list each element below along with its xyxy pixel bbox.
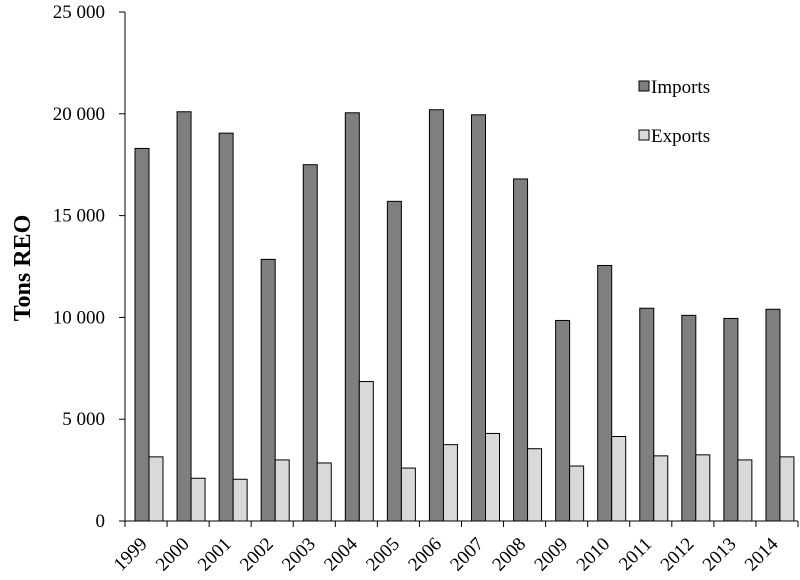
- bar-imports-2012: [681, 314, 697, 522]
- bar-imports-2007: [471, 114, 486, 522]
- legend-swatch-imports: [638, 80, 650, 92]
- bar-exports-1999: [148, 456, 164, 522]
- x-tick-label: 2012: [657, 534, 699, 576]
- bar-exports-2006: [442, 444, 458, 522]
- x-tick-label: 2001: [194, 534, 236, 576]
- x-tick-label: 2003: [278, 534, 320, 576]
- bar-exports-2002: [274, 459, 290, 522]
- y-tick-label: 15 000: [53, 206, 105, 227]
- bar-exports-2001: [232, 478, 248, 522]
- y-tick-label: 0: [96, 511, 106, 532]
- x-tick-label: 1999: [110, 534, 152, 576]
- bar-exports-2012: [695, 454, 711, 522]
- bar-exports-2004: [358, 381, 374, 522]
- bar-imports-2000: [176, 111, 192, 522]
- bar-exports-2008: [527, 448, 543, 522]
- y-tick-label: 10 000: [53, 307, 105, 328]
- bar-exports-2013: [737, 459, 753, 522]
- bar-exports-2014: [779, 456, 795, 522]
- x-tick-label: 2009: [530, 534, 572, 576]
- bar-imports-2013: [723, 317, 739, 522]
- bars: [134, 109, 795, 522]
- bar-imports-2014: [765, 308, 781, 522]
- legend: Imports Exports: [638, 77, 710, 147]
- x-tick-label: 2000: [152, 534, 194, 576]
- bar-imports-2003: [302, 164, 318, 522]
- x-tick-label: 2008: [488, 534, 530, 576]
- y-tick-label: 25 000: [53, 2, 105, 23]
- bar-exports-2009: [569, 465, 585, 522]
- bar-exports-2007: [485, 432, 500, 522]
- bar-imports-2006: [428, 109, 444, 522]
- bar-imports-2011: [639, 307, 655, 522]
- bar-exports-2005: [400, 467, 416, 522]
- bar-imports-2010: [597, 264, 613, 522]
- bar-imports-2001: [218, 132, 234, 522]
- legend-label-exports: Exports: [651, 126, 710, 147]
- bar-exports-2003: [316, 462, 332, 522]
- y-tick-label: 20 000: [53, 104, 105, 125]
- bar-exports-2000: [190, 477, 206, 522]
- bar-imports-2009: [555, 319, 571, 522]
- bar-imports-2008: [513, 178, 529, 522]
- x-tick-label: 2002: [236, 534, 278, 576]
- bar-imports-2005: [386, 200, 402, 522]
- y-axis-label: Tons REO: [10, 215, 36, 322]
- x-tick-label: 2010: [573, 534, 615, 576]
- x-tick-label: 2007: [446, 534, 488, 576]
- legend-label-imports: Imports: [651, 77, 710, 98]
- y-tick-label: 5 000: [62, 409, 105, 430]
- x-tick-label: 2005: [362, 534, 404, 576]
- x-tick-label: 2006: [404, 534, 446, 576]
- bar-imports-1999: [134, 147, 150, 522]
- bar-imports-2004: [344, 112, 360, 522]
- bar-imports-2002: [260, 258, 276, 522]
- x-tick-label: 2013: [699, 534, 741, 576]
- bar-exports-2010: [611, 436, 627, 522]
- bar-exports-2011: [653, 455, 669, 522]
- x-tick-label: 2014: [741, 533, 783, 575]
- x-tick-label: 2011: [615, 534, 656, 575]
- x-tick-label: 2004: [320, 533, 362, 575]
- legend-swatch-exports: [638, 129, 650, 141]
